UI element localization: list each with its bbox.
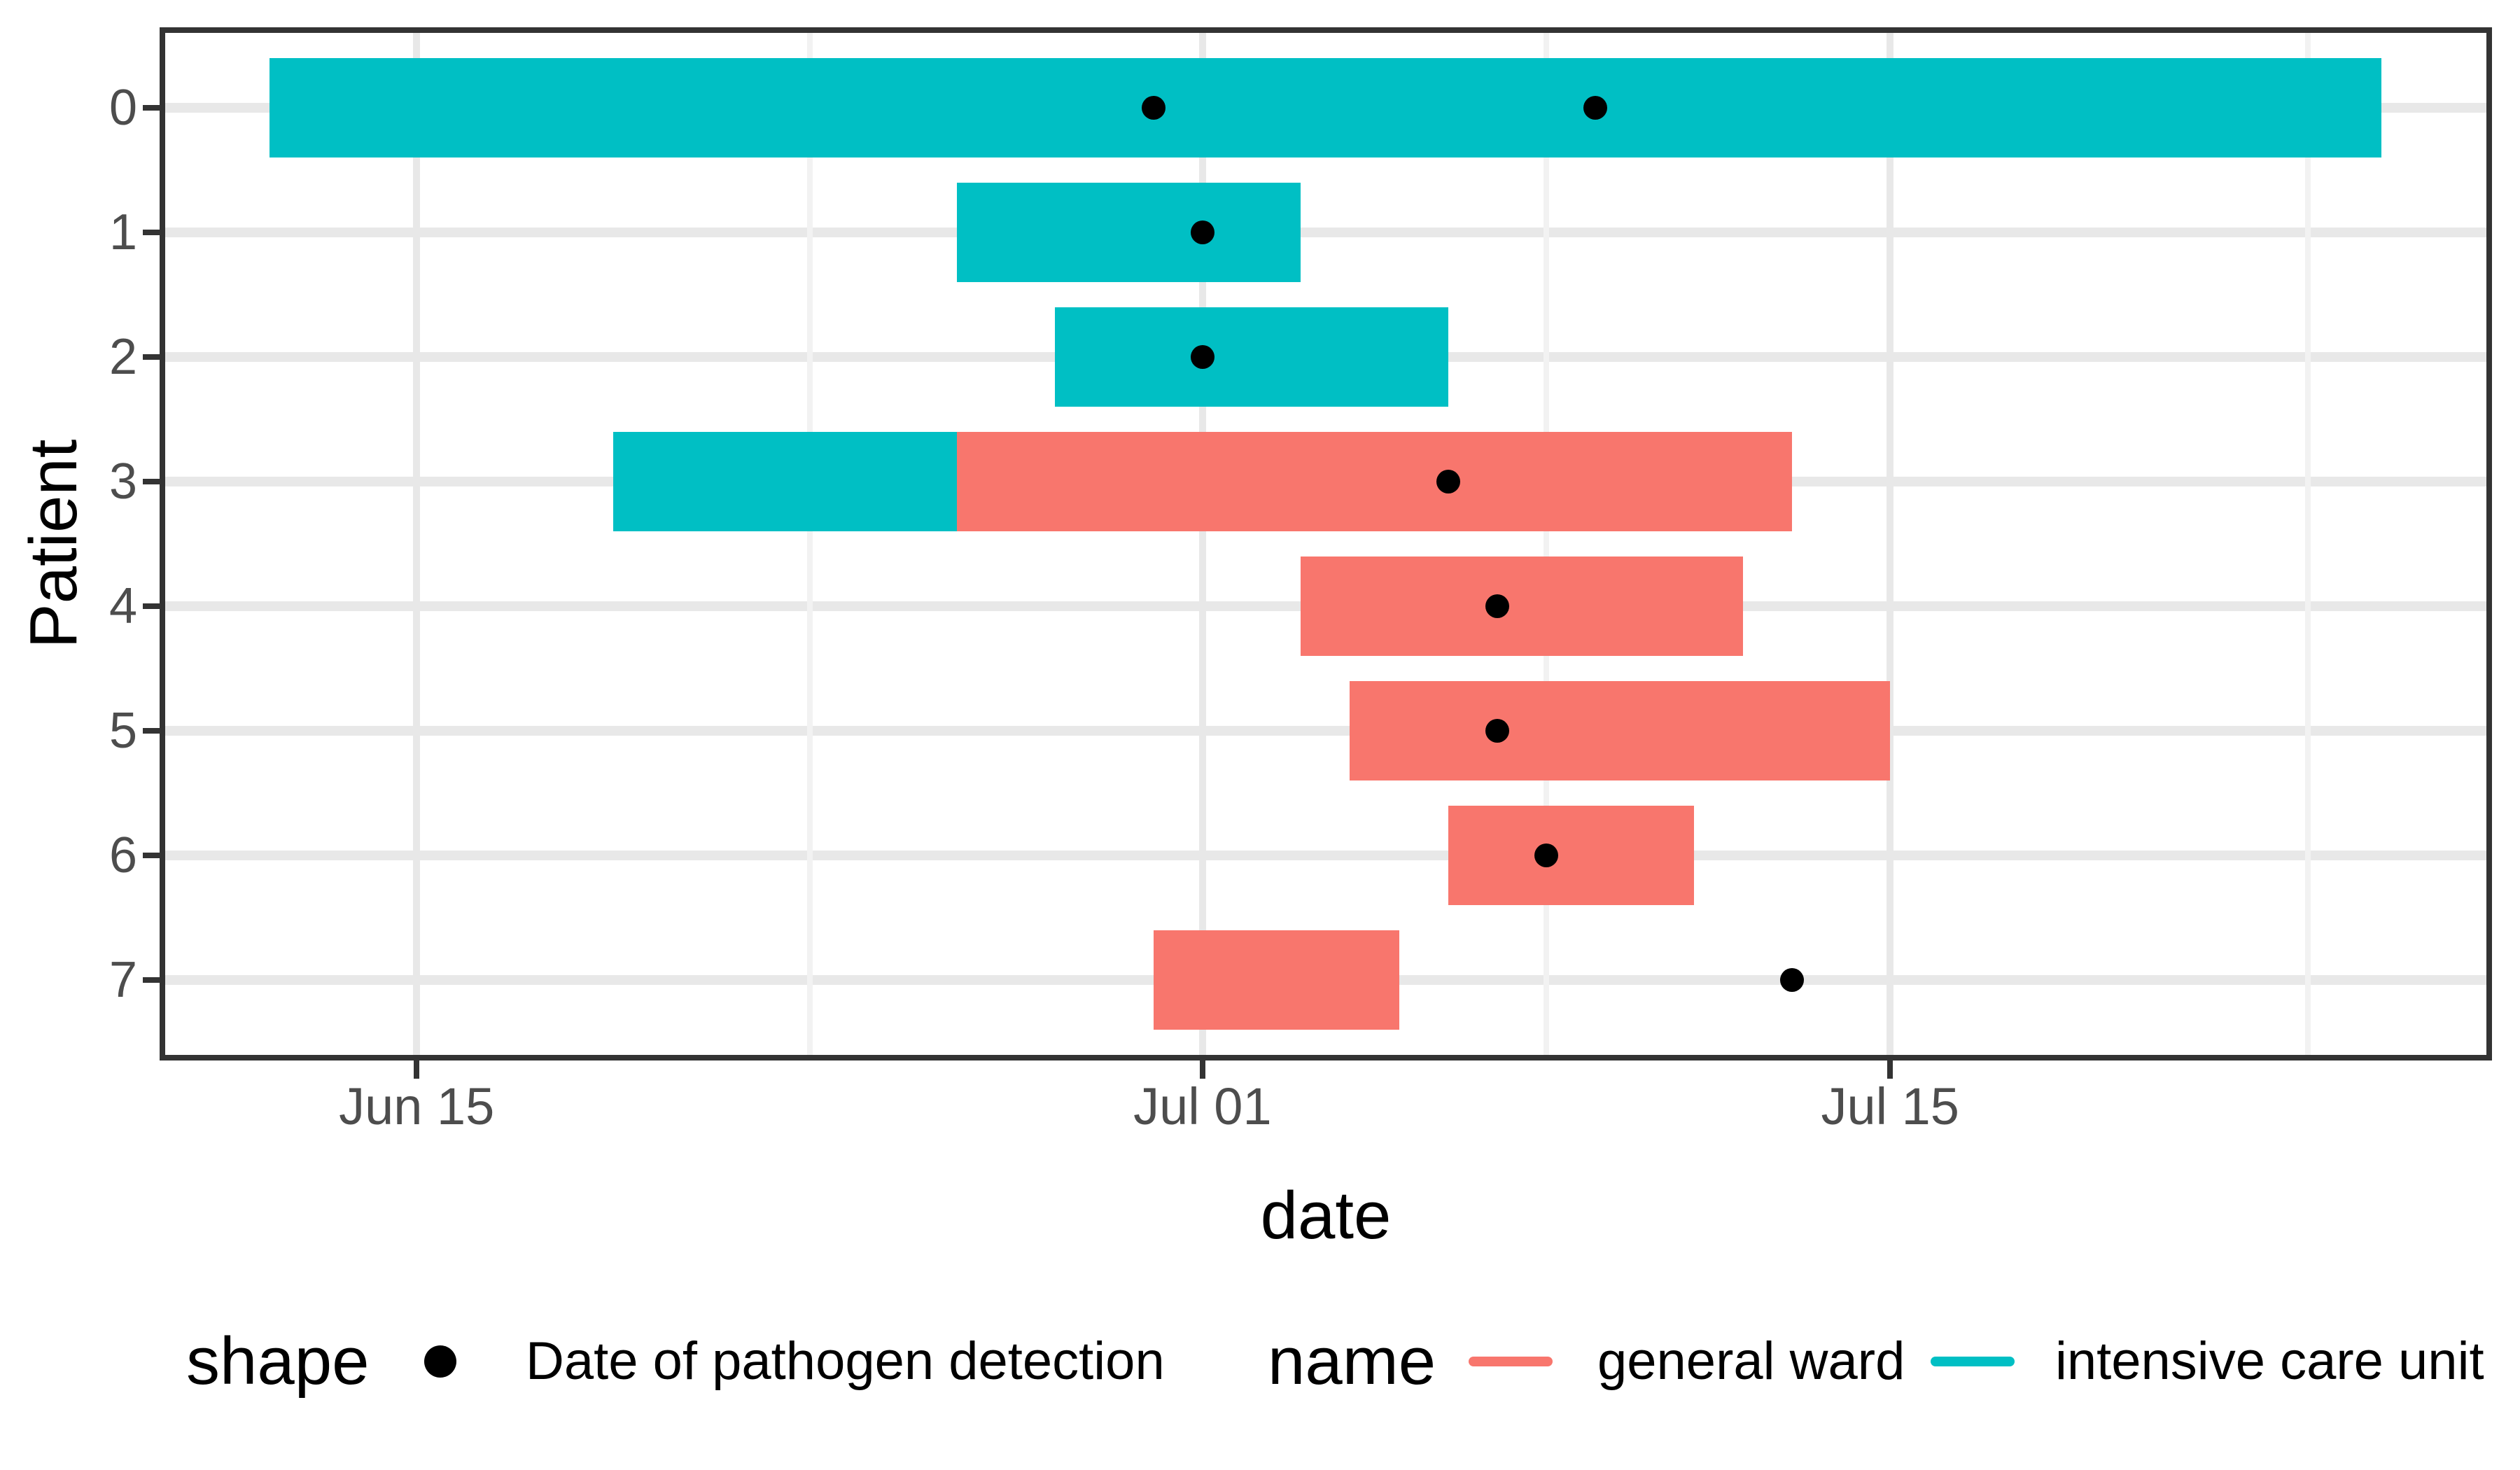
y-tick-mark xyxy=(143,977,160,983)
gridline-horizontal-major xyxy=(165,227,2486,237)
plot-panel xyxy=(160,27,2492,1060)
y-tick-mark xyxy=(143,853,160,859)
y-tick-label: 5 xyxy=(108,703,137,760)
gridline-horizontal-major xyxy=(165,850,2486,861)
detection-dot xyxy=(1583,95,1608,120)
gridline-vertical-major xyxy=(413,33,421,1055)
legend-name-title: name xyxy=(1268,1324,1436,1399)
y-tick-mark xyxy=(143,104,160,111)
stay-bar-segment xyxy=(269,57,2381,158)
legend-item-intensive-care-unit: intensive care unit xyxy=(2055,1331,2484,1391)
legend-item-general-ward: general ward xyxy=(1597,1331,1905,1391)
legend-shape-item-label: Date of pathogen detection xyxy=(526,1331,1165,1391)
detection-dot xyxy=(1779,968,1804,993)
detection-dot xyxy=(1485,594,1509,619)
x-tick-label: Jul 01 xyxy=(1133,1077,1272,1135)
y-tick-label: 0 xyxy=(108,79,137,136)
legend-key-general-ward xyxy=(1469,1357,1553,1366)
stay-bar-segment xyxy=(1055,307,1448,407)
y-tick-label: 2 xyxy=(108,328,137,385)
legend-shape-title: shape xyxy=(186,1324,370,1399)
x-tick-mark xyxy=(1199,1060,1205,1079)
detection-dot xyxy=(1436,469,1460,493)
y-tick-mark xyxy=(143,478,160,484)
y-axis-title: Patient xyxy=(16,439,91,649)
x-axis-title: date xyxy=(1260,1178,1392,1253)
y-tick-mark xyxy=(143,354,160,360)
y-tick-label: 7 xyxy=(108,952,137,1009)
stay-bar-segment xyxy=(1448,805,1694,906)
stay-bar-segment xyxy=(1301,556,1743,657)
legend-detection-dot-icon xyxy=(424,1345,456,1378)
detection-dot xyxy=(1534,844,1559,868)
detection-dot xyxy=(1190,220,1214,244)
gridline-vertical-major xyxy=(1886,33,1894,1055)
gridline-vertical-minor xyxy=(1544,33,1550,1055)
detection-dot xyxy=(1485,719,1509,743)
gridline-vertical-major xyxy=(1198,33,1206,1055)
y-tick-mark xyxy=(143,229,160,235)
stay-bar-segment xyxy=(612,431,958,532)
y-tick-label: 4 xyxy=(108,578,137,635)
detection-dot xyxy=(1190,344,1214,369)
stay-bar-segment xyxy=(957,431,1792,532)
x-tick-mark xyxy=(414,1060,420,1079)
x-tick-label: Jun 15 xyxy=(339,1077,495,1135)
legend-key-intensive-care-unit xyxy=(1931,1357,2015,1366)
gridline-vertical-minor xyxy=(806,33,813,1055)
x-tick-label: Jul 15 xyxy=(1821,1077,1959,1135)
stay-bar-segment xyxy=(957,182,1301,283)
y-tick-mark xyxy=(143,728,160,734)
y-tick-label: 3 xyxy=(108,453,137,510)
y-tick-label: 6 xyxy=(108,827,137,884)
gridline-vertical-minor xyxy=(2304,33,2311,1055)
detection-dot xyxy=(1141,95,1166,120)
x-tick-mark xyxy=(1887,1060,1893,1079)
stay-bar-segment xyxy=(1350,680,1891,781)
y-tick-mark xyxy=(143,603,160,610)
y-tick-label: 1 xyxy=(108,204,137,260)
gridline-horizontal-major xyxy=(165,726,2486,736)
stay-bar-segment xyxy=(1153,930,1399,1030)
